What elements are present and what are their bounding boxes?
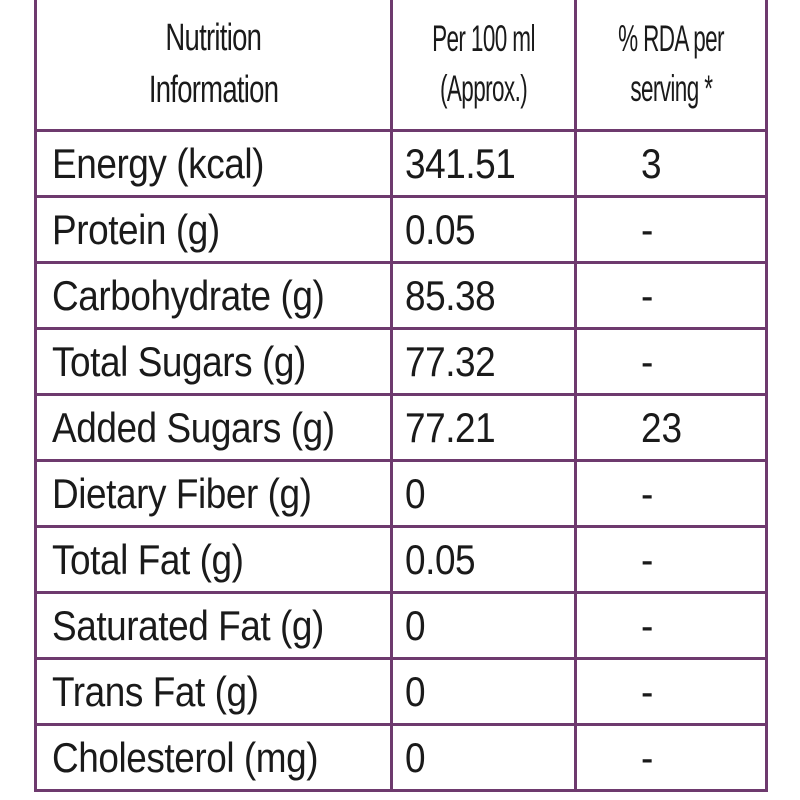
per-100ml-value-text: 85.38 — [405, 271, 496, 319]
per-100ml-value-cell: 77.32 — [390, 327, 577, 396]
rda-percent-cell: - — [574, 591, 768, 660]
nutrient-name-cell: Saturated Fat (g) — [34, 591, 393, 660]
nutrient-name-cell: Protein (g) — [34, 195, 393, 264]
rda-percent-cell: - — [574, 459, 768, 528]
nutrient-name-text: Added Sugars (g) — [52, 403, 335, 451]
header-nutrient-line1: Nutrition — [165, 17, 262, 60]
rda-percent-cell: 3 — [574, 129, 768, 198]
rda-percent-text: - — [641, 667, 654, 715]
rda-percent-text: 23 — [641, 403, 683, 451]
nutrient-name-text: Saturated Fat (g) — [52, 601, 324, 649]
table-row: Trans Fat (g) 0 - — [34, 657, 768, 726]
table-body: Energy (kcal) 341.51 3 Protein (g) 0.05- Carb… — [34, 129, 768, 792]
rda-percent-cell: - — [574, 657, 768, 726]
nutrient-name-text: Trans Fat (g) — [52, 667, 259, 715]
nutrient-name-text: Carbohydrate (g) — [52, 271, 325, 319]
nutrient-name-text: Total Fat (g) — [52, 535, 244, 583]
per-100ml-value-text: 0 — [405, 601, 426, 649]
header-per-100ml: Per 100 ml (Approx.) — [390, 0, 577, 132]
rda-percent-text: - — [641, 535, 654, 583]
per-100ml-value-cell: 0 — [390, 723, 577, 792]
header-rda-line1: % RDA per — [618, 17, 724, 59]
nutrient-name-text: Cholesterol (mg) — [52, 733, 319, 781]
rda-percent-cell: - — [574, 261, 768, 330]
per-100ml-value-cell: 0.05 — [390, 195, 577, 264]
header-per100-line2: (Approx.) — [439, 67, 528, 109]
per-100ml-value-cell: 0.05 — [390, 525, 577, 594]
rda-percent-text: - — [641, 205, 654, 253]
table-header-row: Nutrition Information Per 100 ml (Approx.)… — [34, 0, 768, 132]
table-row: Protein (g) 0.05 - — [34, 195, 768, 264]
table-row: Cholesterol (mg) 0 - — [34, 723, 768, 792]
per-100ml-value-text: 0 — [405, 667, 426, 715]
nutrient-name-text: Energy (kcal) — [52, 139, 264, 187]
per-100ml-value-text: 0 — [405, 733, 426, 781]
nutrient-name-cell: Cholesterol (mg) — [34, 723, 393, 792]
nutrient-name-cell: Carbohydrate (g) — [34, 261, 393, 330]
rda-percent-cell: - — [574, 327, 768, 396]
table-row: Energy (kcal) 341.51 3 — [34, 129, 768, 198]
header-rda-line2: serving * — [629, 67, 713, 109]
rda-percent-cell: - — [574, 195, 768, 264]
per-100ml-value-cell: 77.21 — [390, 393, 577, 462]
table-row: Saturated Fat (g) 0 - — [34, 591, 768, 660]
table-row: Carbohydrate (g) 85.38 - — [34, 261, 768, 330]
per-100ml-value-cell: 0 — [390, 591, 577, 660]
per-100ml-value-text: 0.05 — [405, 205, 476, 253]
nutrient-name-text: Protein (g) — [52, 205, 220, 253]
per-100ml-value-cell: 0 — [390, 459, 577, 528]
rda-percent-text: - — [641, 271, 654, 319]
per-100ml-value-cell: 85.38 — [390, 261, 577, 330]
per-100ml-value-cell: 0 — [390, 657, 577, 726]
per-100ml-value-text: 77.21 — [405, 403, 496, 451]
nutrient-name-text: Dietary Fiber (g) — [52, 469, 312, 517]
nutrient-name-cell: Dietary Fiber (g) — [34, 459, 393, 528]
rda-percent-cell: 23 — [574, 393, 768, 462]
nutrition-table: Nutrition Information Per 100 ml (Approx.)… — [34, 0, 768, 792]
table-row: Dietary Fiber (g) 0 - — [34, 459, 768, 528]
per-100ml-value-text: 77.32 — [405, 337, 496, 385]
rda-percent-text: - — [641, 337, 654, 385]
nutrient-name-text: Total Sugars (g) — [52, 337, 306, 385]
header-per100-line1: Per 100 ml — [432, 17, 535, 59]
table-row: Total Sugars (g) 77.32 - — [34, 327, 768, 396]
rda-percent-text: 3 — [641, 139, 662, 187]
nutrient-name-cell: Total Fat (g) — [34, 525, 393, 594]
rda-percent-text: - — [641, 469, 654, 517]
table-row: Total Fat (g) 0.05 - — [34, 525, 768, 594]
rda-percent-cell: - — [574, 723, 768, 792]
header-rda-per-serving: % RDA per serving * — [574, 0, 768, 132]
per-100ml-value-text: 0.05 — [405, 535, 476, 583]
per-100ml-value-text: 0 — [405, 469, 426, 517]
table-row: Added Sugars (g) 77.21 23 — [34, 393, 768, 462]
nutrient-name-cell: Trans Fat (g) — [34, 657, 393, 726]
header-nutrition-information: Nutrition Information — [34, 0, 393, 132]
rda-percent-text: - — [641, 601, 654, 649]
rda-percent-cell: - — [574, 525, 768, 594]
per-100ml-value-cell: 341.51 — [390, 129, 577, 198]
nutrient-name-cell: Energy (kcal) — [34, 129, 393, 198]
nutrient-name-cell: Added Sugars (g) — [34, 393, 393, 462]
header-nutrient-line2: Information — [148, 68, 279, 111]
per-100ml-value-text: 341.51 — [405, 139, 516, 187]
rda-percent-text: - — [641, 733, 654, 781]
nutrient-name-cell: Total Sugars (g) — [34, 327, 393, 396]
